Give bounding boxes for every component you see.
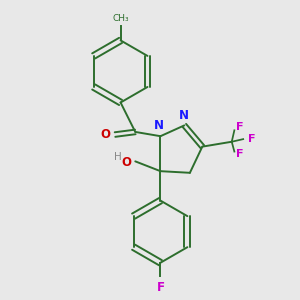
Text: F: F [157, 281, 164, 294]
Text: N: N [179, 109, 189, 122]
Text: O: O [101, 128, 111, 141]
Text: F: F [236, 149, 244, 159]
Text: CH₃: CH₃ [112, 14, 129, 23]
Text: H: H [114, 152, 122, 162]
Text: F: F [248, 134, 256, 144]
Text: O: O [122, 157, 131, 169]
Text: N: N [154, 119, 164, 132]
Text: F: F [236, 122, 244, 132]
